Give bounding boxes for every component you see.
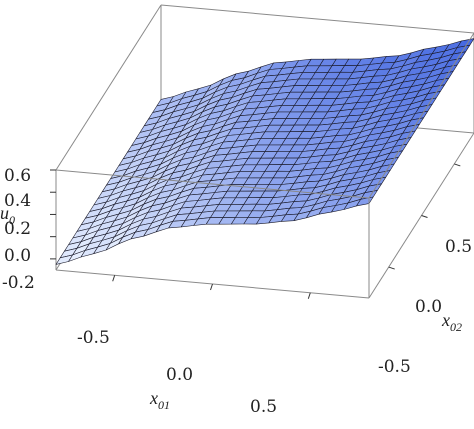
x-tick-label: 0.5 [250,397,277,417]
box-edge [368,32,474,199]
z-axis-title: u0 [0,203,15,227]
plot-box-front [50,32,474,299]
z-tick-label: -0.2 [2,273,35,293]
y-tick-label: -0.5 [378,357,411,377]
tick-mark [112,275,116,282]
y-axis-title: x02 [441,310,462,334]
z-tick-label: 0.0 [4,246,31,266]
box-edge [55,169,370,199]
tick-mark [421,215,428,218]
y-axis: 0.5 0.0 -0.5 x02 [378,237,472,377]
surface-mesh [55,38,474,265]
x-axis-title: x01 [149,388,170,412]
box-edge [55,4,162,171]
z-axis: 0.6 0.4 0.2 0.0 -0.2 u0 [0,166,35,293]
x-tick-label: 0.0 [166,365,193,385]
x-axis: -0.5 0.0 0.5 x01 [77,328,277,417]
y-tick-label: 0.0 [415,297,442,317]
z-tick-label: 0.2 [4,219,31,239]
tick-mark [454,163,461,167]
z-tick-label: 0.6 [4,166,31,186]
tick-mark [388,266,395,270]
y-tick-label: 0.5 [445,237,472,257]
z-tick-label: 0.4 [4,191,31,211]
tick-mark [307,292,311,299]
box-edge [160,4,474,34]
tick-mark [210,283,213,291]
x-tick-label: -0.5 [77,328,110,348]
